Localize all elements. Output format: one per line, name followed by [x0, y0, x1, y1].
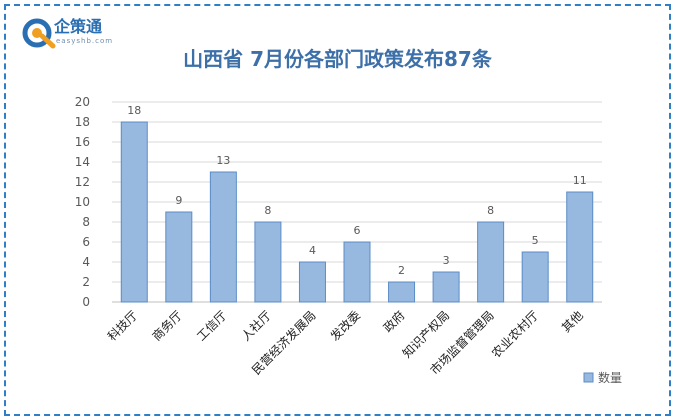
legend-label: 数量 — [598, 370, 622, 385]
category-label: 商务厅 — [149, 308, 185, 344]
data-labels: 18 9 13 8 4 6 2 3 8 5 11 — [127, 104, 586, 277]
bar — [120, 121, 148, 303]
data-label: 18 — [127, 104, 141, 117]
bar — [432, 271, 460, 303]
bar — [209, 171, 237, 303]
y-tick-label: 2 — [82, 275, 90, 289]
y-tick-label: 0 — [82, 295, 90, 309]
chart-title: 山西省 7月份各部门政策发布87条 — [183, 47, 492, 71]
bar — [388, 281, 416, 303]
y-tick-label: 20 — [75, 95, 90, 109]
data-label: 13 — [216, 154, 230, 167]
category-label: 科技厅 — [105, 308, 140, 343]
brand-name: 企策通 — [54, 17, 103, 36]
data-label: 8 — [264, 204, 271, 217]
data-label: 4 — [309, 244, 316, 257]
bar — [477, 221, 505, 303]
legend: 数量 — [583, 370, 622, 385]
legend-swatch — [583, 372, 594, 383]
bar — [165, 211, 193, 303]
logo-icon — [22, 18, 56, 49]
category-label: 工信厅 — [194, 308, 229, 343]
y-tick-label: 4 — [82, 255, 90, 269]
bars — [120, 121, 594, 303]
y-tick-label: 10 — [75, 195, 90, 209]
y-axis-ticks: 0 2 4 6 8 10 12 14 16 18 20 — [75, 95, 90, 309]
dashed-frame — [4, 4, 671, 416]
bar — [566, 191, 594, 303]
y-tick-label: 16 — [75, 135, 90, 149]
brand-sub: easyshb.com — [56, 37, 114, 45]
category-label: 农业农村厅 — [489, 308, 541, 360]
bar — [521, 251, 549, 303]
y-tick-label: 12 — [75, 175, 90, 189]
category-label: 其他 — [559, 308, 586, 335]
data-label: 3 — [443, 254, 450, 267]
bar — [254, 221, 282, 303]
category-label: 人社厅 — [238, 308, 274, 344]
data-label: 8 — [487, 204, 494, 217]
data-label: 5 — [532, 234, 539, 247]
y-tick-label: 6 — [82, 235, 90, 249]
y-tick-label: 8 — [82, 215, 90, 229]
data-label: 2 — [398, 264, 405, 277]
bar — [343, 241, 371, 303]
data-label: 9 — [175, 194, 182, 207]
category-label: 发改委 — [327, 308, 363, 344]
bar — [298, 261, 326, 303]
data-label: 6 — [354, 224, 361, 237]
y-tick-label: 14 — [75, 155, 90, 169]
y-tick-label: 18 — [75, 115, 90, 129]
data-label: 11 — [573, 174, 587, 187]
category-label: 政府 — [380, 308, 408, 336]
